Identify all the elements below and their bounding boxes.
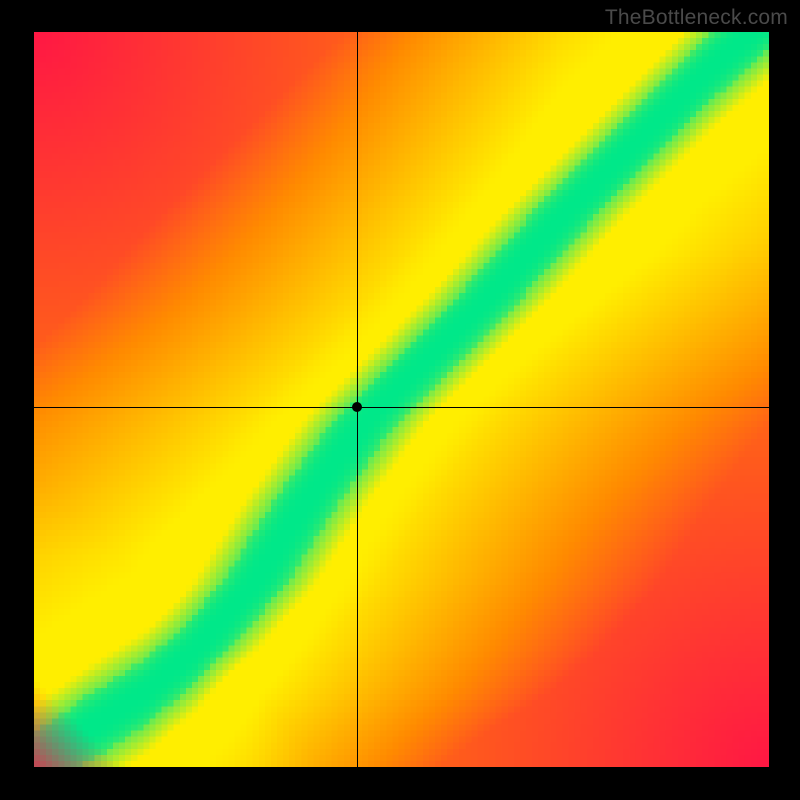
- crosshair-marker: [352, 402, 362, 412]
- crosshair-horizontal: [34, 407, 769, 408]
- heatmap-plot-area: [34, 32, 769, 767]
- heatmap-canvas: [34, 32, 769, 767]
- crosshair-vertical: [357, 32, 358, 767]
- watermark-text: TheBottleneck.com: [605, 6, 788, 30]
